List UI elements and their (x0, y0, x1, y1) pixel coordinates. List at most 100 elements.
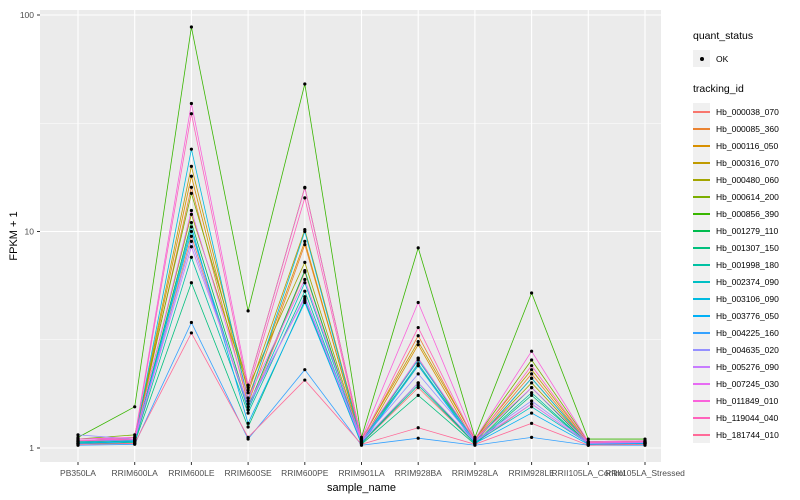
data-point (530, 399, 534, 403)
legend-item-tracking: Hb_001307_150 (693, 239, 798, 256)
data-point (530, 435, 534, 439)
data-point (416, 381, 420, 385)
data-point (530, 368, 534, 372)
line-key-icon (693, 375, 710, 392)
data-point (303, 268, 307, 273)
data-point (416, 372, 420, 376)
legend-item-label: Hb_000614_200 (716, 191, 779, 202)
line-key-icon (693, 239, 710, 256)
x-tick-label: RRIM600PE (281, 468, 329, 478)
data-point (530, 376, 534, 380)
data-point (303, 277, 307, 282)
data-point (530, 421, 534, 425)
data-point (189, 164, 193, 168)
data-point (530, 364, 534, 368)
data-point (643, 442, 647, 446)
data-point (473, 442, 477, 446)
line-key-icon (693, 307, 710, 324)
data-point (530, 391, 534, 395)
line-key-icon (693, 290, 710, 307)
legend-item-label: Hb_004635_020 (716, 344, 779, 355)
data-point (303, 82, 307, 86)
data-point (303, 186, 307, 190)
data-point (246, 435, 250, 439)
data-point (416, 325, 420, 330)
data-point (530, 402, 534, 406)
legend-item-tracking: Hb_000316_070 (693, 154, 798, 171)
legend-item-tracking: Hb_000480_060 (693, 171, 798, 188)
data-point (416, 356, 420, 360)
legend-item-tracking: Hb_007245_030 (693, 375, 798, 392)
line-key-icon (693, 171, 710, 188)
data-point (246, 388, 250, 392)
legend-title-quant-status: quant_status (693, 30, 754, 42)
legend-item-label: Hb_003776_050 (716, 310, 779, 321)
data-point (189, 208, 193, 213)
data-point (189, 101, 193, 106)
x-tick-label: RRIM928LE (508, 468, 555, 478)
legend-item-label: Hb_181744_010 (716, 429, 779, 440)
data-point (246, 309, 250, 313)
x-tick-label: RRII105LA_Stressed (605, 468, 685, 478)
data-point (416, 393, 420, 397)
data-point (76, 442, 80, 446)
line-key-icon (693, 205, 710, 222)
data-point (530, 386, 534, 390)
legend-item-label: Hb_000116_050 (716, 140, 779, 151)
legend-item-label: Hb_003106_090 (716, 293, 779, 304)
data-point (189, 229, 193, 234)
legend-item-tracking: Hb_000085_360 (693, 120, 798, 137)
legend-item-label: Hb_001998_180 (716, 259, 779, 270)
data-point (530, 349, 534, 353)
y-tick-label: 1 (29, 443, 34, 453)
data-point (530, 405, 534, 409)
data-point (246, 391, 250, 395)
line-key-icon (693, 120, 710, 137)
legend-item-label: Hb_004225_160 (716, 327, 779, 338)
data-point (416, 436, 420, 440)
legend-item-tracking: Hb_004225_160 (693, 324, 798, 341)
data-point (133, 433, 137, 437)
data-point (189, 174, 193, 178)
line-key-icon (693, 409, 710, 426)
legend-item-tracking: Hb_003776_050 (693, 307, 798, 324)
legend-item-tracking: Hb_003106_090 (693, 290, 798, 307)
data-point (189, 220, 193, 225)
data-point (359, 442, 364, 446)
x-tick-label: RRIM600LA (112, 468, 159, 478)
data-point (643, 440, 647, 444)
y-tick-label: 10 (25, 227, 35, 237)
data-point (189, 225, 193, 229)
data-point (303, 300, 307, 305)
legend-item-tracking: Hb_001279_110 (693, 222, 798, 239)
data-point (416, 343, 420, 347)
data-point (530, 393, 534, 397)
legend-item-label: Hb_011849_010 (716, 395, 779, 406)
data-point (133, 437, 137, 441)
x-tick-label: PB350LA (60, 468, 96, 478)
legend-item-label: Hb_002374_090 (716, 276, 779, 287)
data-point (246, 408, 250, 412)
data-point (473, 439, 477, 443)
data-point (76, 439, 80, 443)
legend-item-label: Hb_000856_390 (716, 208, 779, 219)
data-point (303, 281, 307, 285)
legend-title-tracking-id: tracking_id (693, 83, 744, 95)
x-tick-label: RRII105LA_Control (551, 468, 625, 478)
data-point (189, 191, 193, 195)
data-point (246, 402, 250, 406)
line-key-icon (693, 256, 710, 273)
data-point (189, 212, 193, 216)
data-point (416, 334, 420, 338)
legend-item-label: OK (716, 53, 729, 64)
data-point (189, 320, 193, 325)
point-key-icon (693, 50, 710, 67)
line-key-icon (693, 154, 710, 171)
legend-item-label: Hb_000085_360 (716, 123, 779, 134)
data-point (189, 147, 193, 151)
data-point (416, 426, 420, 430)
legend-item-label: Hb_005276_090 (716, 361, 779, 372)
line-key-icon (693, 222, 710, 239)
